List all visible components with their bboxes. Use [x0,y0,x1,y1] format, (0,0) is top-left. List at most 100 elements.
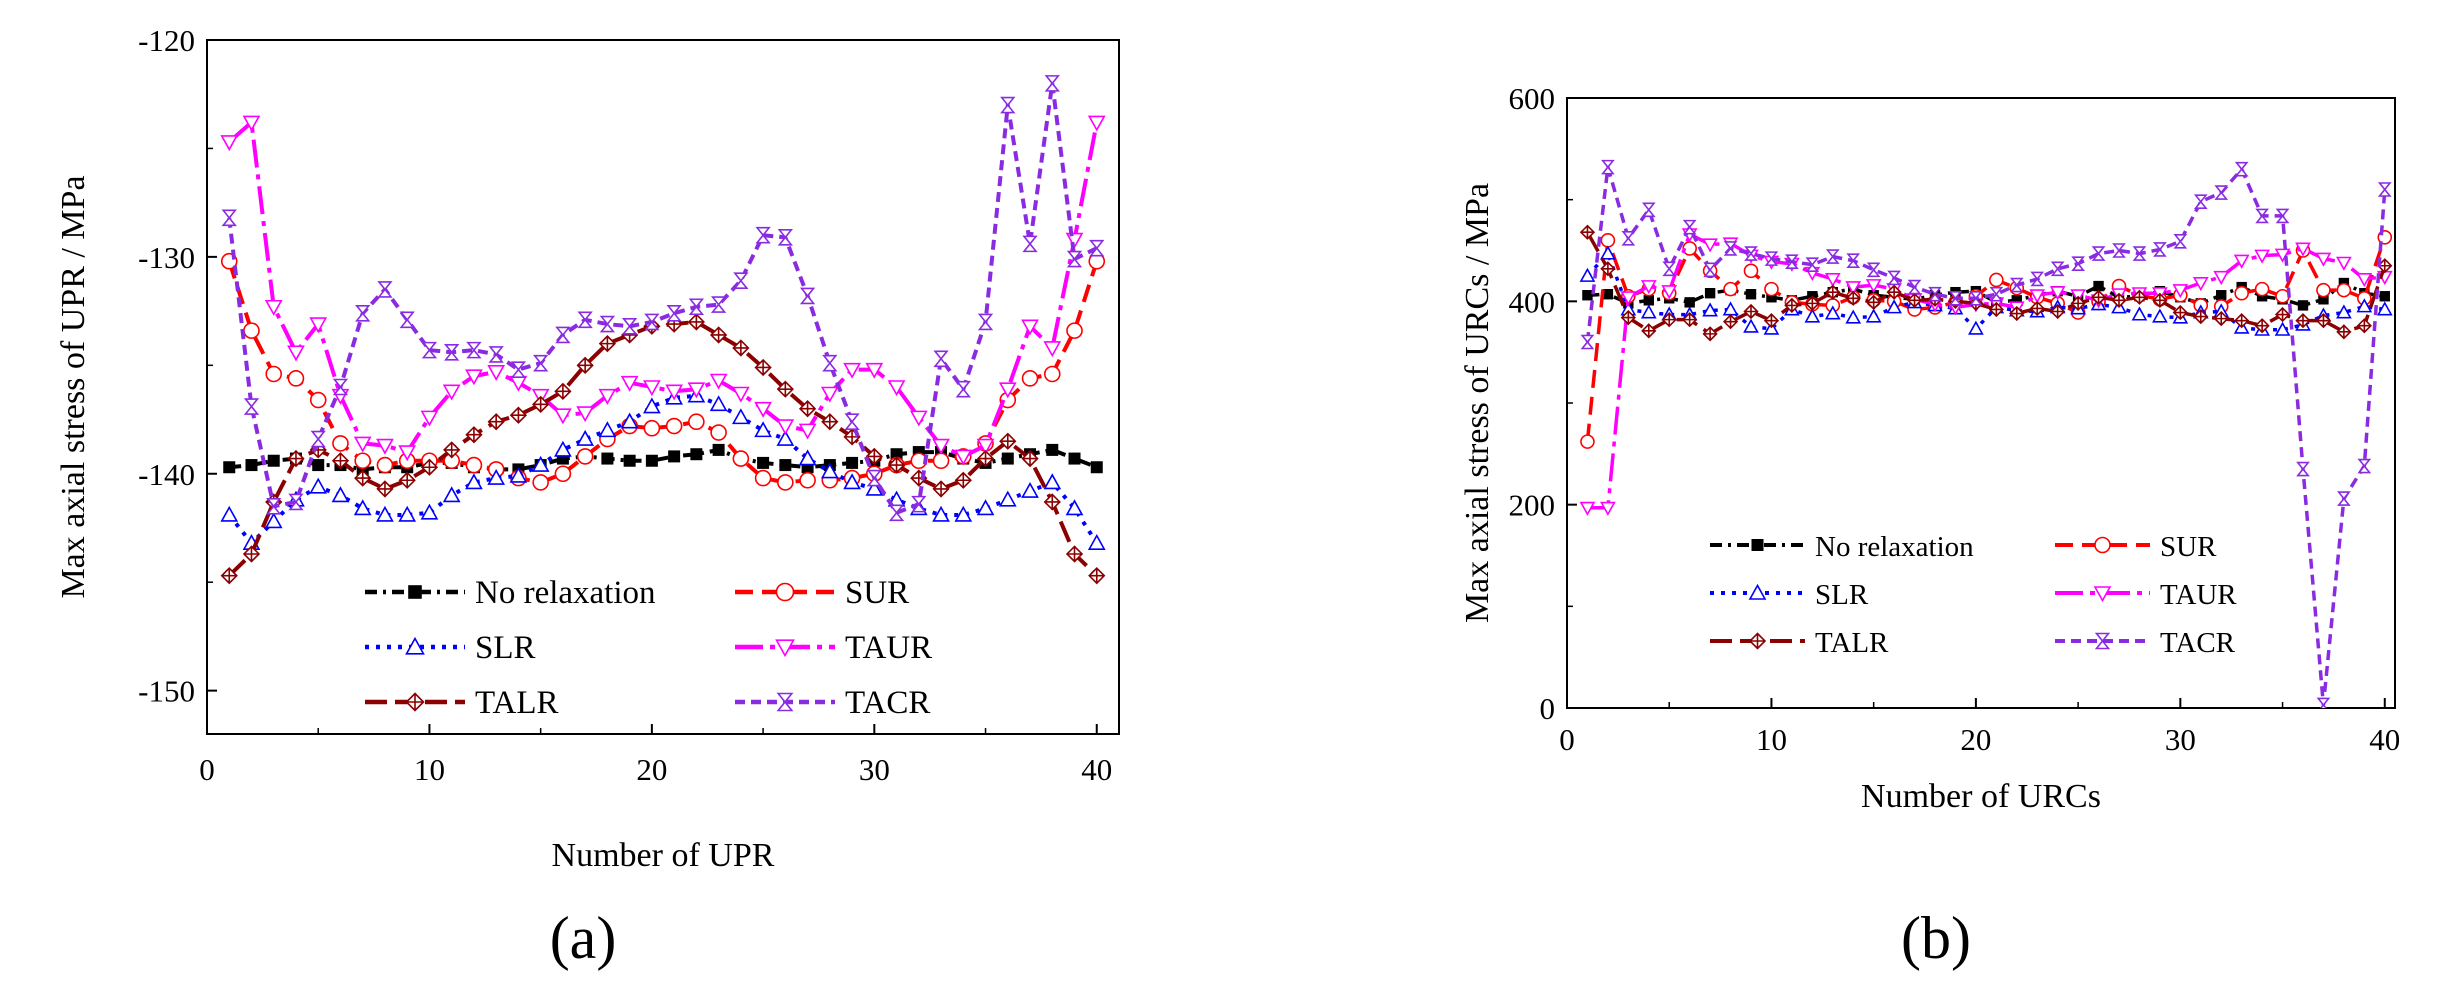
panel-a-point-taur [1065,232,1084,249]
panel-b-point-slr [1640,304,1657,319]
panel-a-point-taur [843,362,861,379]
panel-b-point-tacr [1764,251,1779,266]
panel-b-point-taur [2192,277,2209,292]
panel-a-point-tacr [799,287,816,305]
panel-b-legend-marker-sur [2094,536,2111,554]
panel-b-point-talr [2009,305,2025,322]
panel-a-y-tick-label: -150 [138,674,195,709]
panel-a-x-tick-label: 10 [414,752,445,787]
panel-a-point-sur [465,456,483,474]
panel-b-point-talr [1702,326,1718,342]
panel-b-point-talr [1620,309,1636,326]
panel-b-point-taur [2274,248,2291,263]
panel-a-line-sur [227,260,1099,485]
panel-b-point-slr [2152,308,2168,323]
panel-b-point-talr [1763,313,1780,329]
panel-b-point-talr [1866,294,1882,310]
panel-b-point-no-relaxation [1704,288,1716,299]
panel-a-point-slr [976,499,995,516]
panel-b-point-slr [1865,308,1882,323]
panel-b-point-tacr [2030,271,2045,287]
panel-a-point-tacr [266,497,282,515]
panel-a-point-taur [932,438,950,455]
panel-b-legend: No relaxation SUR SLR TAUR TALR TACR [1710,531,2237,659]
panel-b-point-tacr [1887,270,1901,286]
panel-b-point-no-relaxation [2297,300,2309,311]
panel-b-point-tacr [1805,257,1820,273]
panel-b-y-tick-label: 200 [1509,488,1556,523]
panel-a-point-taur [309,317,328,334]
panel-a-point-talr [709,326,728,344]
panel-b-point-tacr [1601,159,1615,175]
panel-a-point-slr [309,477,328,494]
panel-b-point-no-relaxation [2379,291,2390,302]
panel-a-point-slr [620,412,639,429]
panel-a-point-no-relaxation [312,459,325,472]
panel-b-point-tacr [2377,182,2392,197]
panel-b-point-talr [2295,313,2311,329]
panel-a-point-taur [509,375,528,392]
panel-b-point-sur [2254,281,2270,297]
panel-b-point-talr [1743,303,1759,320]
panel-a-ticks: 0 10 20 30 40 -150 -140 -130 -120 [138,23,1112,787]
panel-a-point-taur [709,373,728,390]
panel-b-point-tacr [1723,241,1738,256]
panel-a-point-taur [287,345,305,362]
panel-a-point-tacr [666,304,682,322]
panel-a-point-tacr [911,495,927,513]
panel-a-point-slr [1043,473,1062,490]
panel-b-point-tacr [1621,231,1636,246]
panel-a-point-tacr [421,341,438,359]
panel-a-point-no-relaxation [1001,452,1014,465]
panel-a-point-sur [688,413,705,431]
panel-a-point-taur [754,401,772,418]
panel-b-point-tacr [1580,334,1595,350]
panel-b-point-talr [1825,284,1841,300]
panel-a-point-tacr [621,317,638,335]
panel-a-point-talr [1088,567,1106,585]
panel-b-point-taur [1620,291,1637,306]
panel-a-point-tacr [466,341,482,359]
panel-b-x-tick-label: 20 [1960,722,1991,757]
panel-a-point-talr [509,406,528,424]
panel-b-point-tacr [2173,234,2188,249]
panel-a-point-slr [598,421,617,438]
panel-b-point-taur [1579,501,1596,516]
panel-a-point-sur [287,370,305,387]
panel-a-point-taur [820,386,839,403]
panel-a-point-talr [465,426,483,444]
panel-a-point-taur [398,445,417,462]
panel-b-legend-marker-tacr [2094,632,2111,650]
panel-a-point-sur [1021,370,1039,387]
panel-b-point-no-relaxation [2318,294,2329,305]
panel-b-point-talr [1784,297,1800,314]
panel-a-point-sur [243,322,260,339]
panel-a-legend-marker-tacr [776,692,794,712]
panel-b-point-slr [2376,301,2393,316]
panel-b-point-talr [2274,306,2291,323]
panel-a-point-talr [754,358,772,377]
panel-b-point-talr [2131,289,2148,305]
panel-b-point-tacr [2357,458,2372,474]
panel-a-point-no-relaxation [779,459,792,472]
panel-a-point-tacr [777,229,794,246]
panel-a-point-taur [620,375,639,392]
panel-a-point-sur [643,419,661,437]
panel-b-point-tacr [1641,202,1656,218]
panel-b-point-tacr [2255,208,2269,224]
panel-a-point-talr [220,567,238,585]
panel-b-point-tacr [1907,279,1922,295]
panel-b-point-tacr [2112,243,2126,258]
panel-b-point-talr [1641,323,1657,339]
panel-b-point-talr [2254,318,2270,334]
panel-a-point-taur [976,438,995,455]
panel-a-point-taur [909,410,928,427]
panel-a-point-slr [998,490,1017,507]
panel-a-point-no-relaxation [668,450,681,463]
panel-a-markers-sur [220,252,1106,491]
panel-a-point-tacr [555,326,571,344]
panel-b-point-no-relaxation [2093,280,2104,292]
panel-a-point-tacr [355,304,371,322]
panel-b-point-taur [2356,272,2373,288]
